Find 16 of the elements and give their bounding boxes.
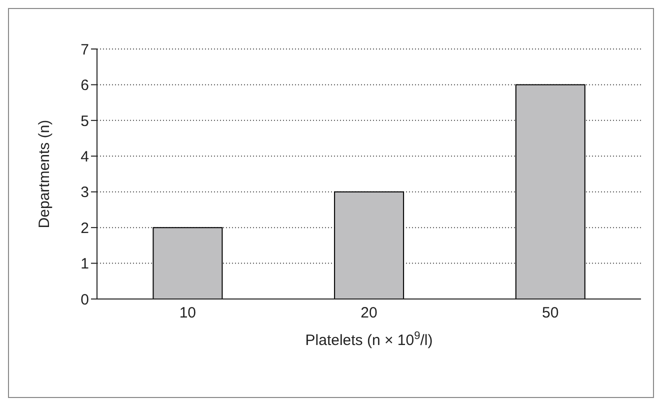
x-axis-title: Platelets (n × 10$^{9}$/l) bbox=[305, 330, 433, 349]
y-tick-label: 5 bbox=[80, 112, 89, 130]
y-axis-title: Departments (n) bbox=[36, 120, 53, 228]
x-tick-label: 50 bbox=[542, 304, 559, 322]
bar bbox=[334, 191, 404, 299]
bar bbox=[152, 227, 223, 299]
y-tick-label: 1 bbox=[80, 256, 89, 273]
x-tick-label: 10 bbox=[179, 304, 196, 322]
y-tick-label: 0 bbox=[80, 291, 89, 308]
y-tick-label: 2 bbox=[80, 220, 89, 237]
bar bbox=[515, 84, 586, 299]
x-tick-label: 20 bbox=[360, 304, 378, 322]
y-tick-label: 7 bbox=[80, 41, 89, 58]
y-tick-label: 3 bbox=[80, 184, 89, 202]
y-tick-label: 6 bbox=[80, 77, 89, 94]
y-tick-label: 4 bbox=[80, 148, 89, 166]
